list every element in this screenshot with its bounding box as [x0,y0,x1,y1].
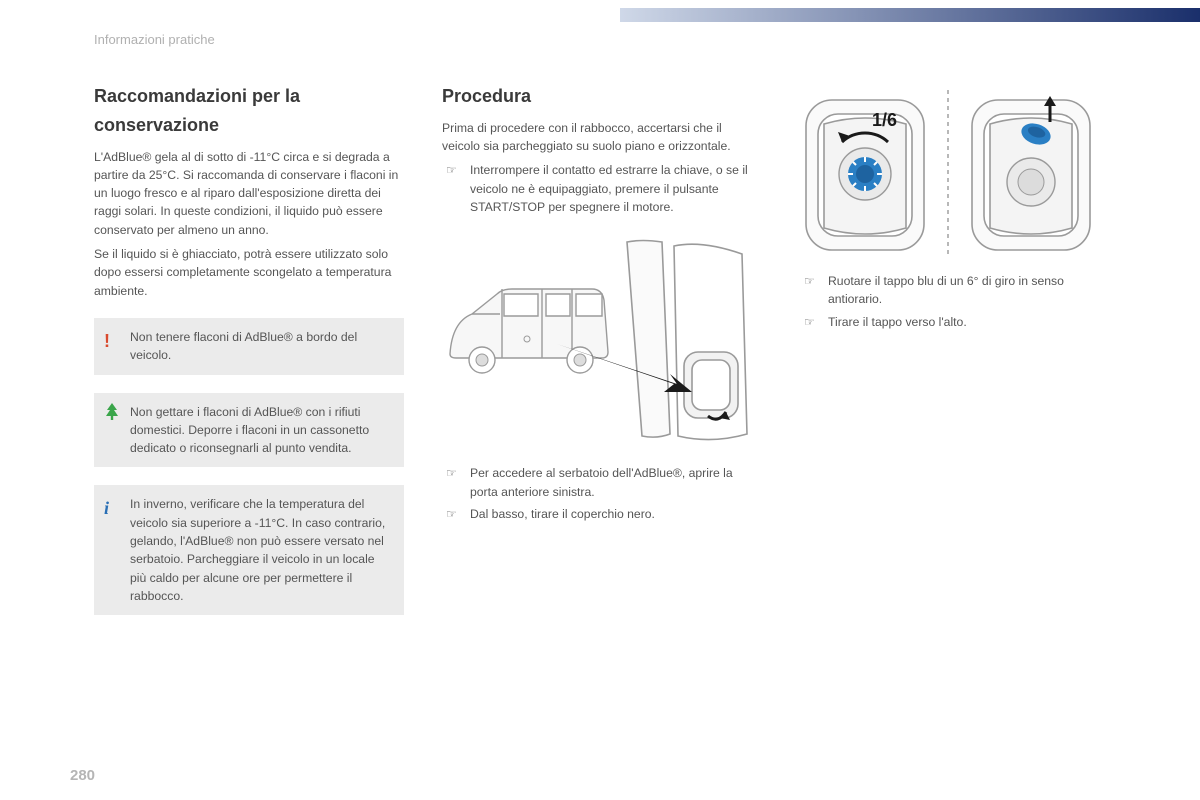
eco-box: Non gettare i flaconi di AdBlue® con i r… [94,393,404,468]
section-label: Informazioni pratiche [94,32,215,47]
content-columns: Raccomandazioni per la conservazione L'A… [94,82,1100,615]
header-accent-bar [620,8,1200,22]
info-text: In inverno, verificare che la temperatur… [130,497,385,602]
eco-text: Non gettare i flaconi di AdBlue® con i r… [130,405,369,456]
warning-text: Non tenere flaconi di AdBlue® a bordo de… [130,330,357,362]
column-1: Raccomandazioni per la conservazione L'A… [94,82,404,615]
step-4: Ruotare il tappo blu di un 6° di giro in… [800,272,1100,309]
warning-icon: ! [104,328,110,355]
info-icon: i [104,495,109,522]
step-3: Dal basso, tirare il coperchio nero. [442,505,762,523]
warning-box: ! Non tenere flaconi di AdBlue® a bordo … [94,318,404,375]
step-2: Per accedere al serbatoio dell'AdBlue®, … [442,464,762,501]
column-2: Procedura Prima di procedere con il rabb… [442,82,762,615]
step-5: Tirare il tappo verso l'alto. [800,313,1100,331]
step-1: Interrompere il contatto ed estrarre la … [442,161,762,216]
cap-rotation-label: 1/6 [872,110,897,130]
para-storage-1: L'AdBlue® gela al di sotto di -11°C circ… [94,148,404,239]
procedure-steps-top: Interrompere il contatto ed estrarre la … [442,161,762,216]
para-storage-2: Se il liquido si è ghiacciato, potrà ess… [94,245,404,300]
column-3: 1/6 [800,82,1100,615]
procedure-intro: Prima di procedere con il rabbocco, acce… [442,119,762,156]
procedure-steps-bottom: Per accedere al serbatoio dell'AdBlue®, … [442,464,762,523]
heading-storage: Raccomandazioni per la conservazione [94,82,404,140]
illustration-cap: 1/6 [800,82,1100,262]
illustration-vehicle [442,234,762,454]
info-box: i In inverno, verificare che la temperat… [94,485,404,615]
tree-icon [104,403,120,421]
cap-steps: Ruotare il tappo blu di un 6° di giro in… [800,272,1100,331]
heading-procedure: Procedura [442,82,762,111]
page-number: 280 [70,767,95,784]
